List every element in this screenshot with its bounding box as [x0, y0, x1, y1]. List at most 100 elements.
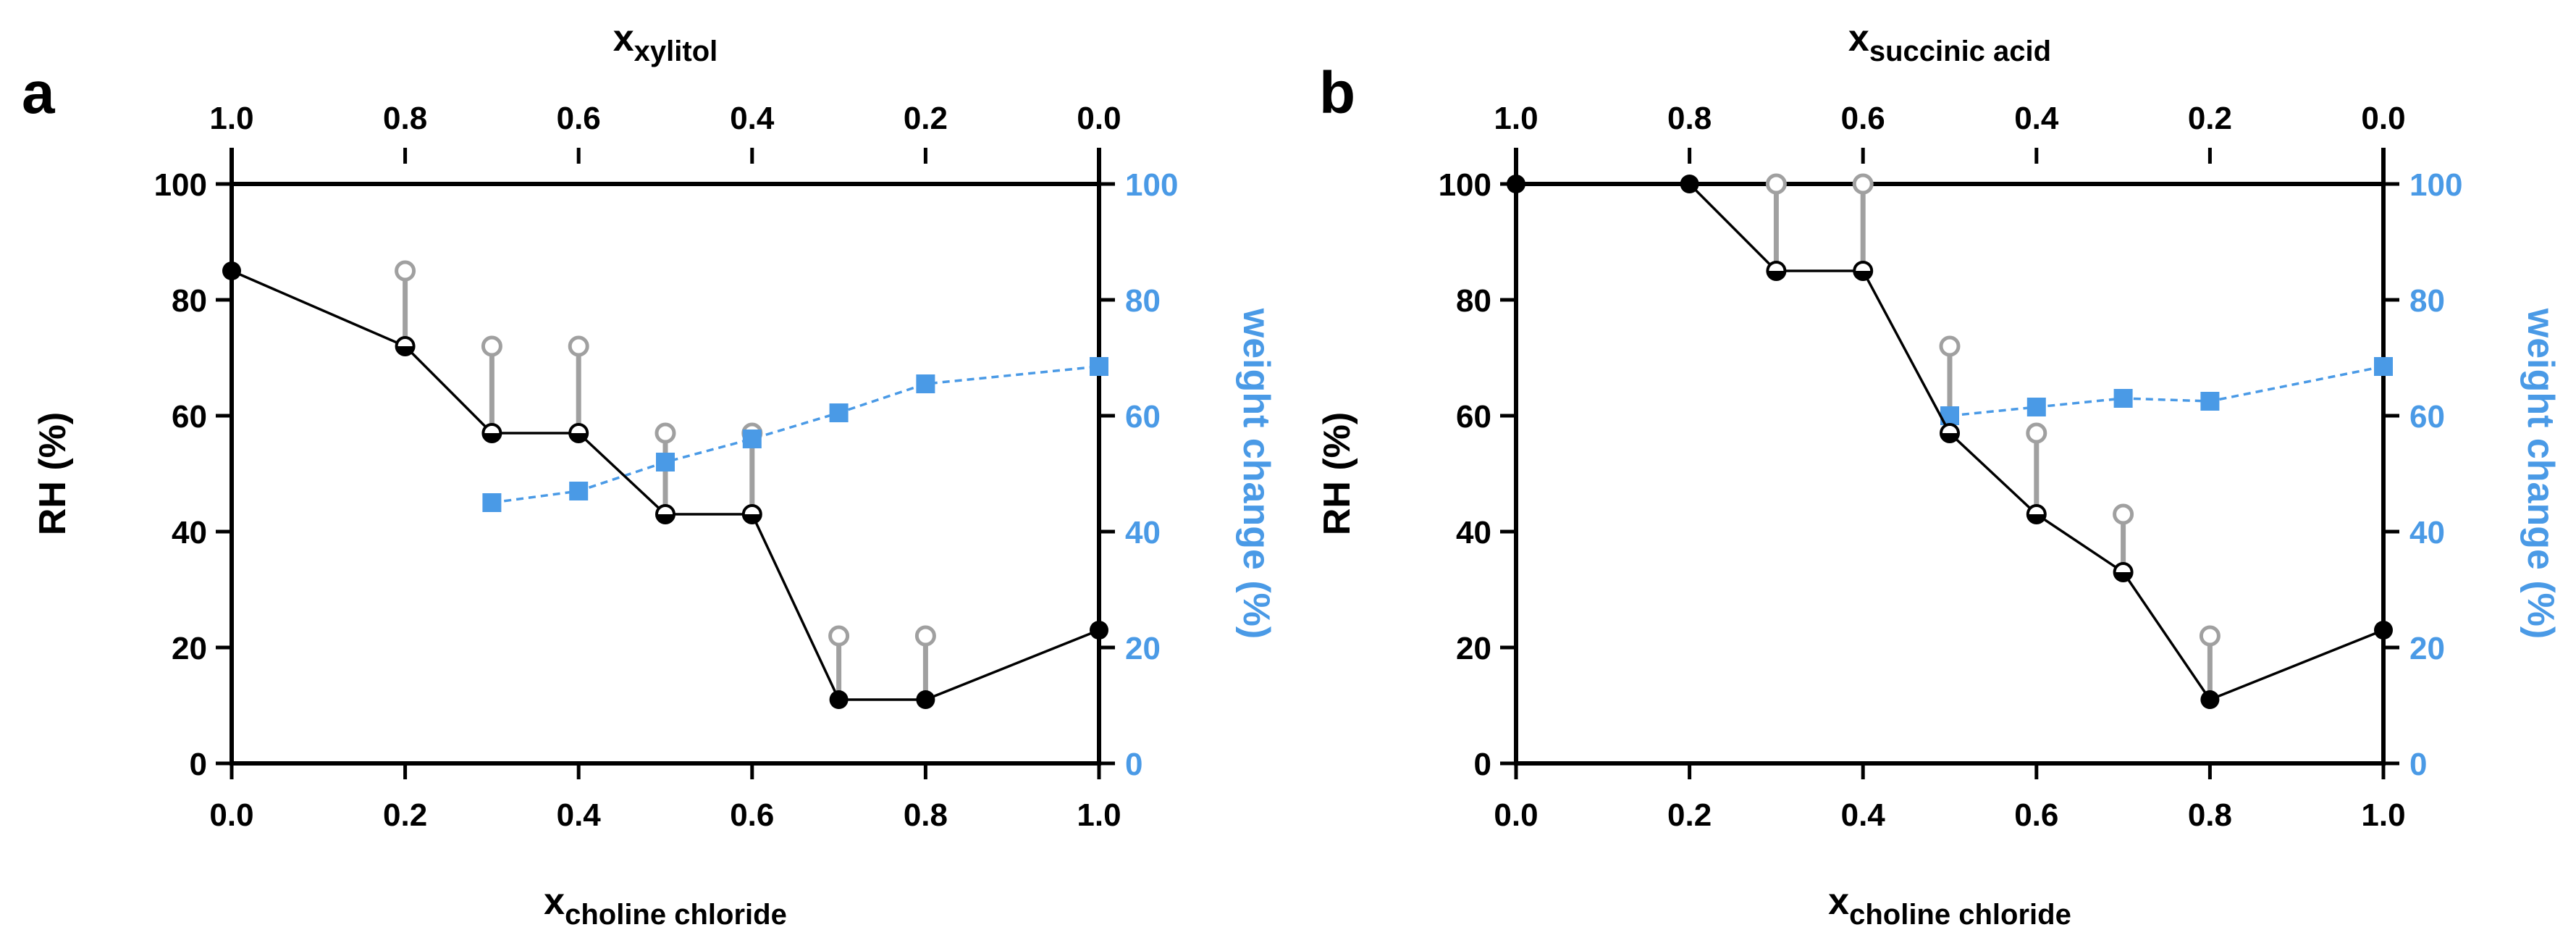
weight-change-marker [2374, 357, 2393, 376]
left-tick-label: 0 [190, 747, 207, 782]
right-tick-label: 40 [1125, 515, 1161, 550]
rh-open-marker [1939, 335, 1961, 357]
top-tick-label: 1.0 [1494, 101, 1538, 136]
rh-halffilled-marker-fill [483, 433, 501, 442]
right-tick-label: 20 [1125, 631, 1161, 666]
top-tick-label: 0.2 [2188, 101, 2232, 136]
bottom-tick-label: 1.0 [2361, 797, 2405, 833]
weight-change-marker [656, 453, 675, 472]
weight-change-marker [482, 493, 502, 512]
left-tick-label: 40 [172, 515, 207, 550]
bottom-tick-label: 0.8 [904, 797, 948, 833]
weight-change-marker [569, 482, 589, 500]
right-tick-label: 0 [1125, 747, 1142, 782]
rh-filled-marker [1680, 175, 1699, 193]
rh-filled-marker [1507, 175, 1525, 193]
rh-open-marker [1852, 173, 1874, 195]
bottom-tick-label: 0.4 [1841, 797, 1886, 833]
bottom-axis-title: xcholine chloride [544, 881, 787, 931]
bottom-tick-label: 0.6 [730, 797, 774, 833]
bottom-axis-title-main: x [1828, 881, 1849, 923]
right-tick-label: 80 [1125, 283, 1161, 319]
rh-filled-marker [222, 261, 241, 280]
weight-change-marker [2113, 389, 2133, 408]
rh-open-marker [2113, 503, 2134, 525]
top-axis-title-sub: xylitol [634, 35, 718, 67]
rh-open-marker [395, 260, 416, 282]
weight-change-marker [829, 403, 849, 422]
top-tick-label: 0.4 [2014, 101, 2059, 136]
weight-change-marker [916, 374, 935, 393]
bottom-tick-label: 0.6 [2014, 797, 2058, 833]
left-tick-label: 20 [1456, 631, 1491, 666]
top-tick-label: 0.8 [1667, 101, 1712, 136]
rh-open-marker [654, 422, 676, 444]
left-axis-title: RH (%) [32, 412, 74, 535]
weight-change-line [1949, 365, 2384, 417]
rh-halffilled-marker-fill [743, 514, 761, 523]
left-tick-label: 80 [1456, 283, 1491, 319]
top-axis-title-main: x [1848, 17, 1869, 59]
weight-change-marker [2026, 398, 2046, 416]
bottom-axis-title-sub: choline chloride [565, 899, 787, 931]
right-tick-label: 40 [2409, 515, 2445, 550]
bottom-tick-label: 1.0 [1077, 797, 1121, 833]
left-tick-label: 0 [1474, 747, 1491, 782]
bottom-axis-title-main: x [544, 881, 565, 923]
panel-a: a0.0 0.2 0.4 0.6 0.8 1.01.0 0.8 0.6 0.4 0.2 0.0020… [22, 17, 1277, 931]
right-tick-label: 100 [2409, 167, 2462, 203]
rh-halffilled-marker-fill [1767, 271, 1785, 280]
left-axis-title: RH (%) [1316, 412, 1358, 535]
left-tick-label: 80 [172, 283, 207, 319]
right-tick-label: 80 [2409, 283, 2445, 319]
top-axis-title-main: x [613, 17, 634, 59]
left-tick-label: 60 [172, 399, 207, 435]
bottom-tick-label: 0.2 [383, 797, 427, 833]
bottom-axis-title: xcholine chloride [1828, 881, 2071, 931]
left-tick-label: 100 [154, 167, 207, 203]
right-axis-title: weight change (%) [1235, 308, 1277, 639]
rh-open-marker [2026, 422, 2047, 444]
rh-halffilled-marker-fill [396, 346, 414, 356]
rh-filled-marker [2200, 690, 2220, 709]
bottom-tick-label: 0.8 [2188, 797, 2232, 833]
rh-open-marker [2199, 625, 2221, 647]
rh-filled-marker [1090, 621, 1108, 640]
right-tick-label: 60 [1125, 399, 1161, 435]
top-tick-label: 0.4 [730, 101, 775, 136]
top-tick-label: 0.2 [904, 101, 948, 136]
right-tick-label: 0 [2409, 747, 2427, 782]
right-tick-label: 100 [1125, 167, 1178, 203]
top-tick-label: 0.8 [383, 101, 427, 136]
left-tick-label: 20 [172, 631, 207, 666]
top-axis-title: xsuccinic acid [1848, 17, 2051, 67]
top-tick-label: 1.0 [209, 101, 253, 136]
left-tick-label: 40 [1456, 515, 1491, 550]
weight-change-marker [1090, 357, 1108, 376]
right-tick-label: 60 [2409, 399, 2445, 435]
bottom-tick-label: 0.0 [1494, 797, 1538, 833]
rh-filled-marker [916, 690, 935, 709]
panel-b: b0.0 0.2 0.4 0.6 0.8 1.01.0 0.8 0.6 0.4 0.2 0.0020… [1316, 17, 2562, 931]
rh-open-marker [568, 335, 589, 357]
rh-halffilled-marker-fill [657, 514, 674, 523]
top-axis-title-sub: succinic acid [1869, 35, 2051, 67]
rh-filled-marker [829, 690, 849, 709]
panel-label: a [22, 60, 56, 126]
top-tick-label: 0.6 [557, 101, 601, 136]
bottom-tick-label: 0.0 [209, 797, 253, 833]
rh-open-marker [828, 625, 850, 647]
rh-halffilled-marker-fill [1854, 271, 1872, 280]
left-tick-label: 60 [1456, 399, 1491, 435]
right-axis-title: weight change (%) [2520, 308, 2562, 639]
right-tick-label: 20 [2409, 631, 2445, 666]
rh-halffilled-marker-fill [570, 433, 588, 442]
panel-label: b [1319, 60, 1355, 126]
bottom-axis-title-sub: choline chloride [1849, 899, 2071, 931]
rh-halffilled-marker-fill [1941, 433, 1958, 442]
rh-open-marker [914, 625, 936, 647]
top-tick-label: 0.0 [2361, 101, 2405, 136]
rh-filled-marker [2374, 621, 2393, 640]
rh-halffilled-marker-fill [2114, 572, 2132, 581]
